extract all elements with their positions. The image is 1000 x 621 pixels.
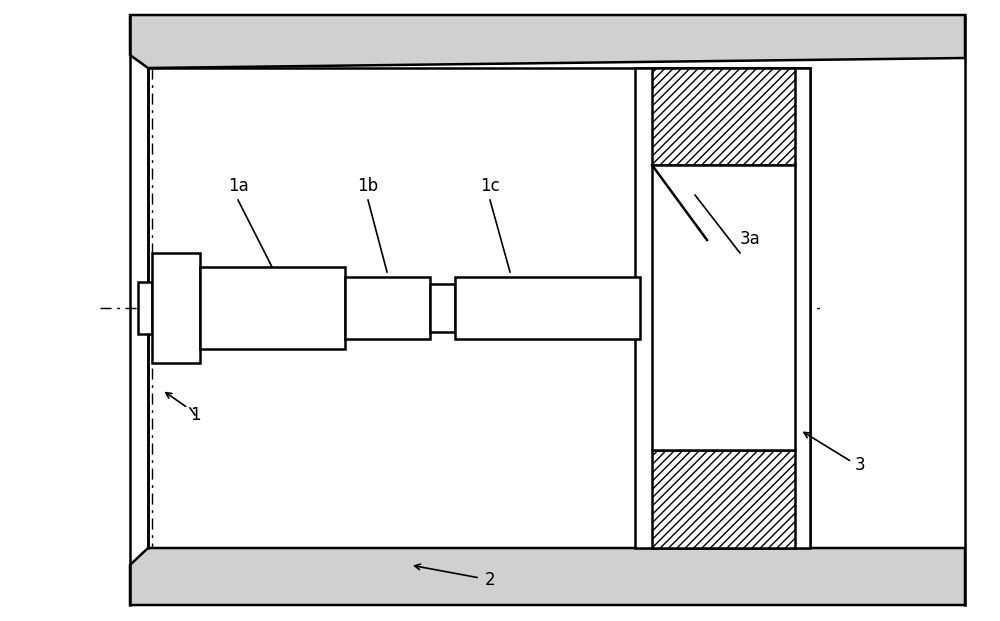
Bar — [148, 68, 810, 548]
Polygon shape — [130, 15, 965, 68]
Text: 3: 3 — [855, 456, 866, 474]
Bar — [345, 277, 430, 339]
Bar — [652, 68, 795, 165]
Bar — [200, 267, 345, 349]
Text: 3a: 3a — [740, 230, 760, 248]
Text: 1c: 1c — [480, 177, 500, 195]
Text: 1: 1 — [190, 406, 200, 424]
Bar — [652, 450, 795, 548]
Polygon shape — [130, 548, 965, 605]
Bar — [652, 165, 795, 450]
Bar — [138, 282, 152, 334]
Bar — [430, 284, 455, 332]
Text: 2: 2 — [485, 571, 495, 589]
Text: 1a: 1a — [228, 177, 248, 195]
Bar — [635, 68, 810, 548]
Text: 1b: 1b — [357, 177, 379, 195]
Bar — [152, 253, 200, 363]
Bar — [455, 277, 640, 339]
